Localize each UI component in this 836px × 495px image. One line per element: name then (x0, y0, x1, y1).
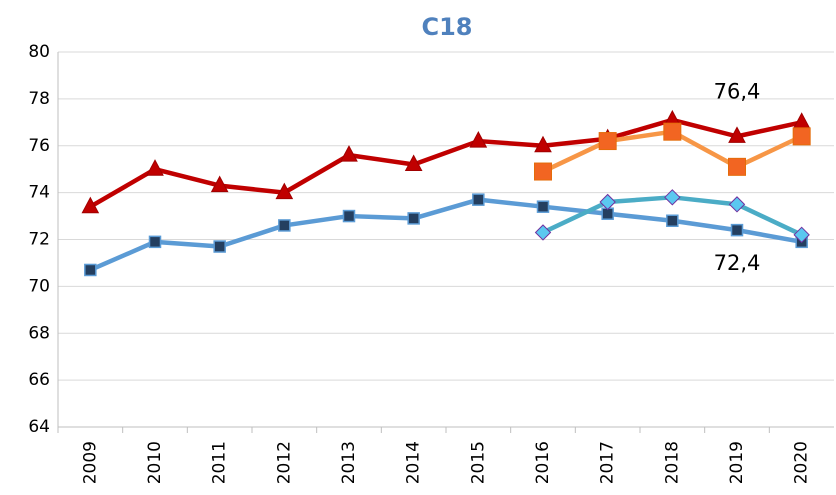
y-tick-label: 70 (28, 276, 50, 296)
marker (728, 157, 746, 176)
marker (213, 240, 226, 253)
marker (81, 196, 100, 214)
marker (84, 263, 97, 277)
marker (663, 122, 682, 141)
x-tick-label: 2020 (792, 441, 812, 484)
marker (340, 145, 358, 162)
x-tick-label: 2015 (468, 441, 488, 484)
series-line (89, 197, 803, 273)
x-tick-label: 2016 (533, 441, 553, 484)
marker (666, 214, 679, 227)
data-label: 76,4 (714, 79, 761, 103)
marker (599, 193, 616, 211)
y-tick-label: 64 (28, 417, 50, 437)
marker (275, 182, 294, 200)
x-tick-label: 2017 (598, 441, 618, 484)
marker (792, 127, 811, 146)
chart-title: C18 (421, 13, 472, 41)
x-tick-label: 2019 (727, 441, 747, 484)
x-tick-label: 2012 (274, 441, 294, 484)
x-tick-label: 2013 (339, 441, 359, 484)
marker (728, 196, 746, 213)
marker (534, 162, 552, 181)
y-tick-label: 76 (28, 136, 50, 156)
y-tick-label: 66 (28, 370, 50, 390)
y-tick-label: 72 (28, 230, 50, 250)
x-tick-label: 2014 (404, 441, 424, 484)
x-tick-label: 2011 (210, 441, 230, 484)
marker (278, 219, 291, 232)
series-line (89, 117, 803, 209)
marker (536, 200, 550, 213)
x-tick-label: 2009 (80, 441, 100, 484)
marker (534, 224, 552, 241)
data-label: 72,4 (714, 251, 761, 275)
marker (534, 135, 552, 153)
marker (148, 235, 162, 249)
marker (404, 154, 423, 171)
marker (728, 126, 746, 143)
marker (407, 212, 420, 225)
marker (146, 159, 164, 176)
marker (472, 193, 485, 206)
marker (469, 131, 488, 148)
y-tick-label: 80 (28, 42, 50, 62)
marker (664, 189, 681, 206)
y-tick-label: 78 (28, 89, 50, 109)
marker (598, 132, 617, 151)
marker (730, 223, 744, 237)
x-tick-label: 2018 (662, 441, 682, 484)
marker (792, 112, 811, 129)
marker (210, 175, 229, 193)
x-tick-label: 2010 (145, 441, 165, 484)
marker (793, 226, 810, 244)
marker (342, 209, 356, 223)
y-tick-label: 74 (28, 183, 50, 203)
y-tick-label: 68 (28, 323, 50, 343)
